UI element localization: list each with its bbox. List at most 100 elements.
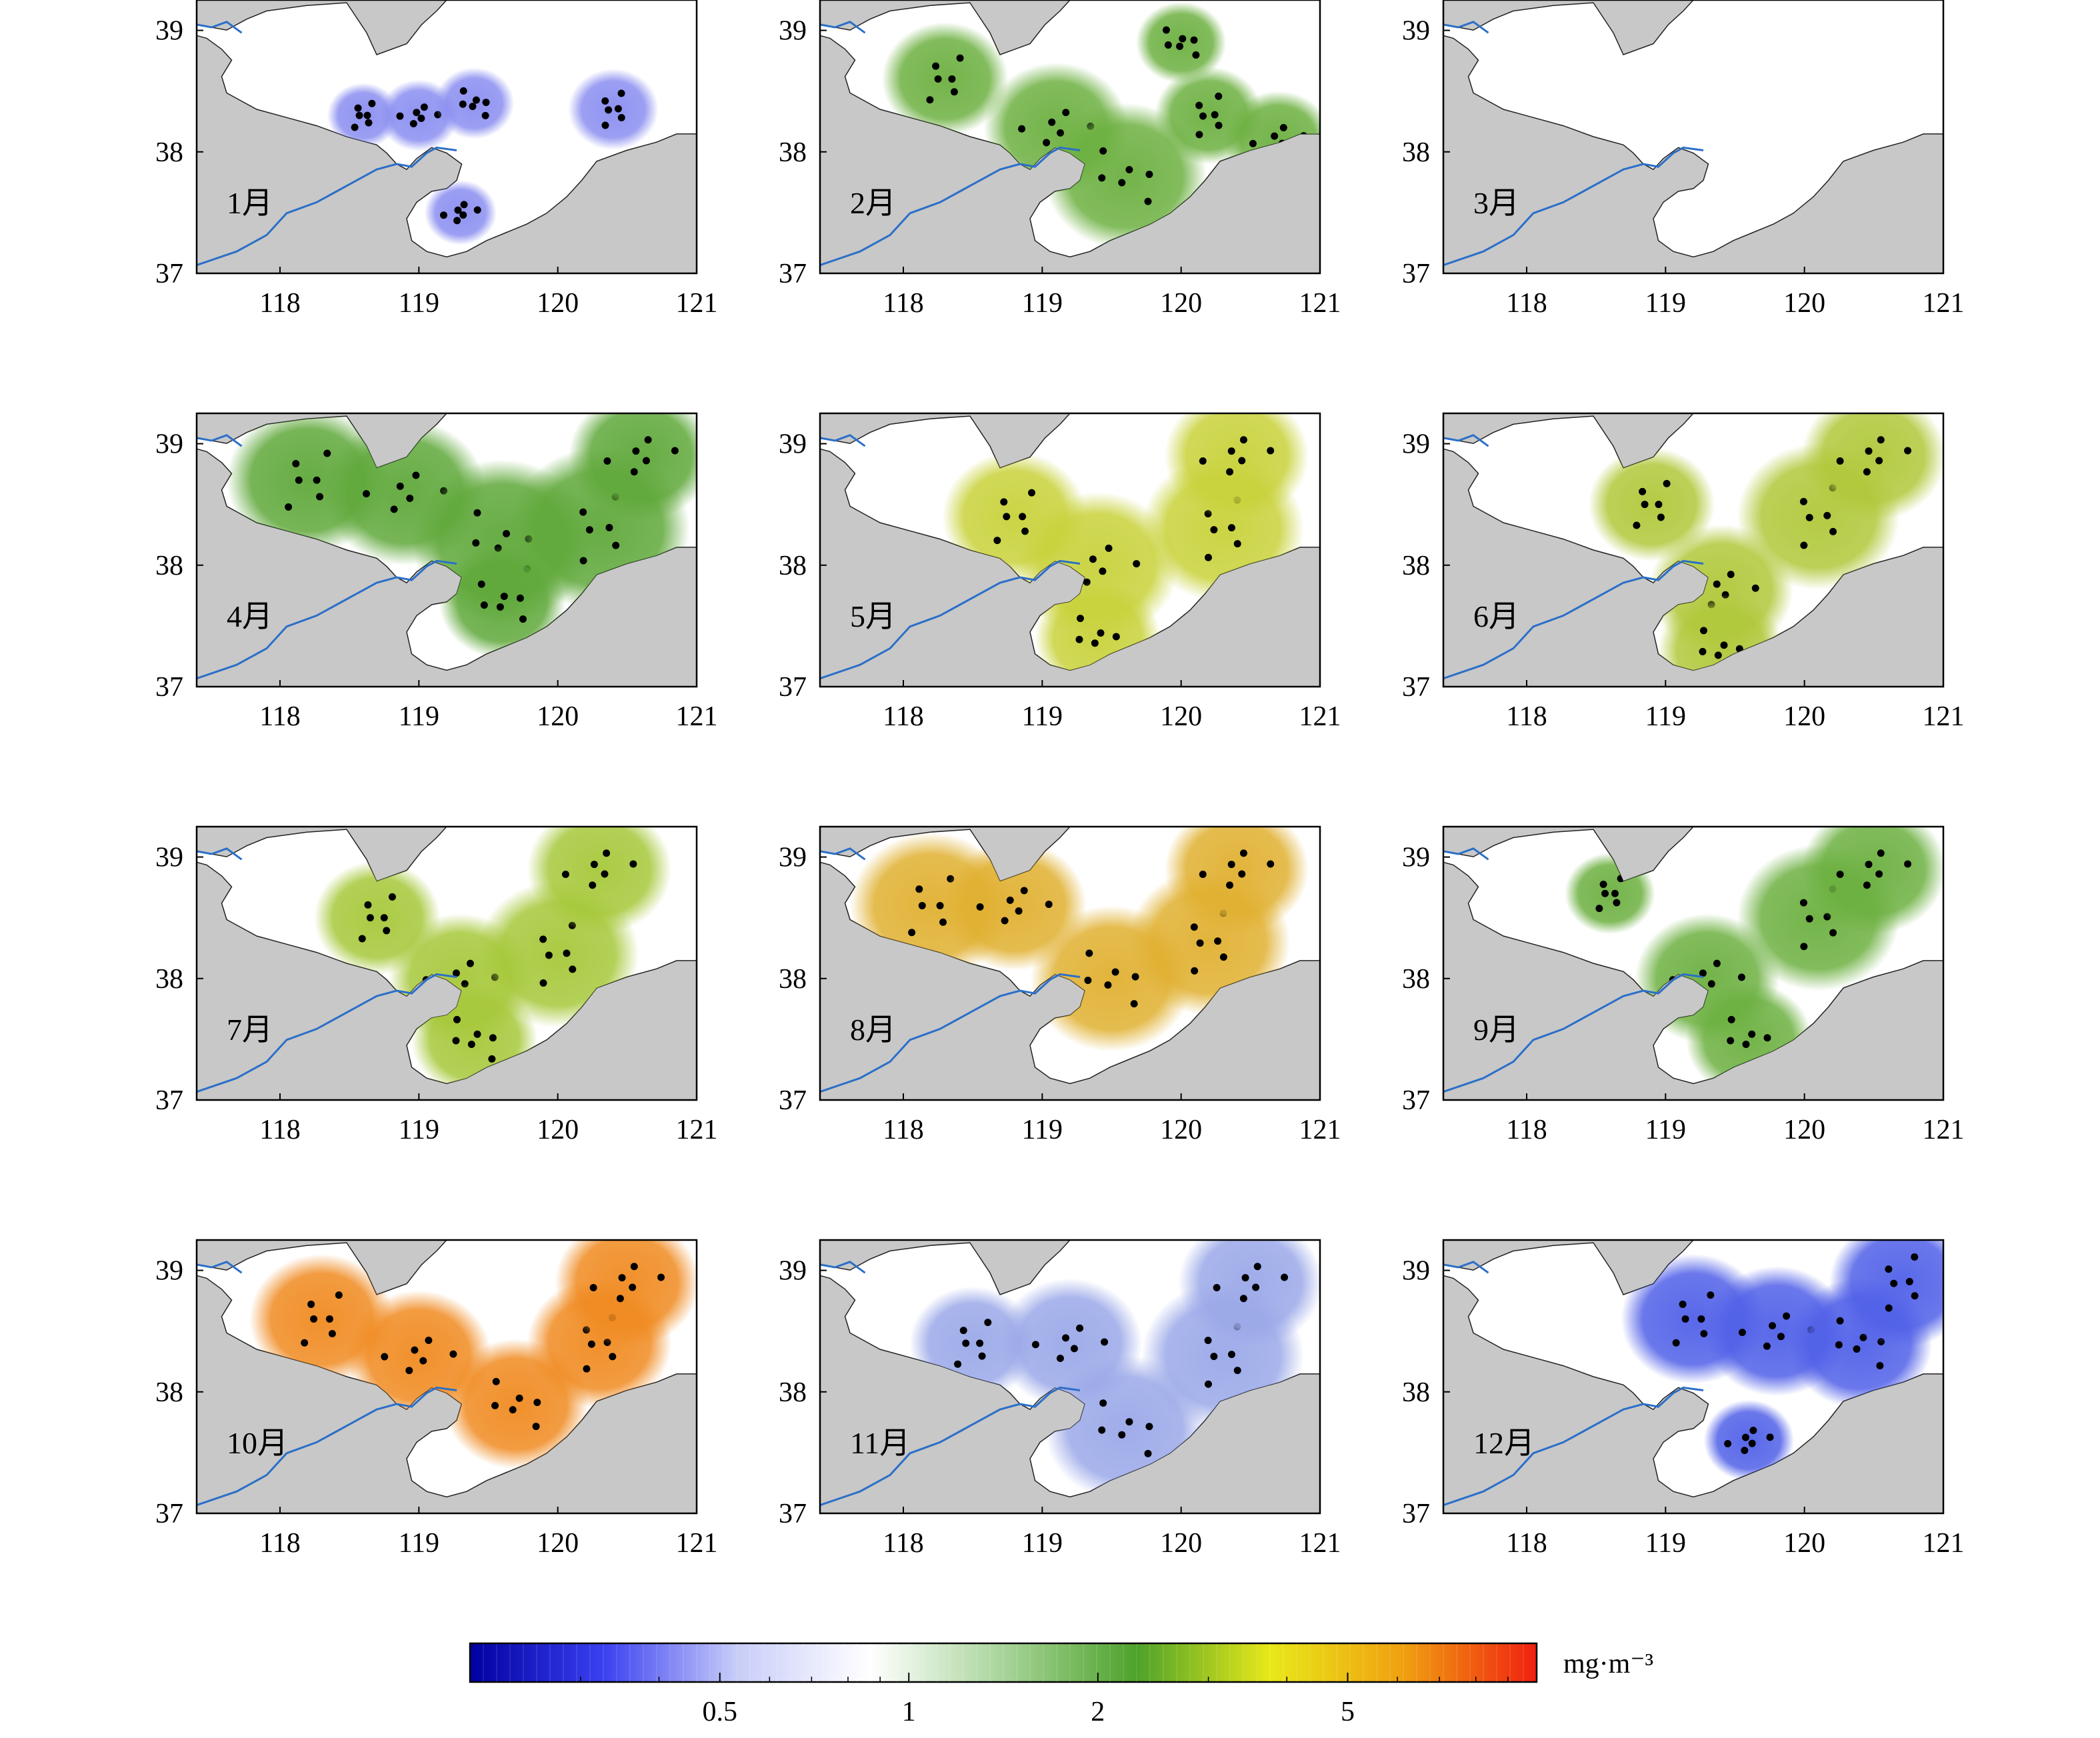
station-dot	[473, 206, 481, 214]
lon-tick-label: 120	[1160, 1528, 1202, 1559]
map-panel: 118 119 120 121 39 38 37 9月	[1402, 825, 1965, 1145]
station-dot	[489, 1034, 497, 1042]
lon-tick-label: 121	[676, 1528, 718, 1559]
station-dot	[1195, 131, 1203, 139]
station-dot	[950, 88, 958, 96]
station-dot	[1227, 447, 1235, 455]
station-dot	[1601, 889, 1609, 897]
map-panel: 118 119 120 121 39 38 37 5月	[779, 412, 1341, 732]
station-dot	[488, 1055, 496, 1063]
lon-tick-label: 120	[1783, 701, 1825, 732]
station-dot	[1836, 871, 1844, 879]
station-dot	[936, 901, 944, 909]
station-dot	[1865, 447, 1873, 455]
lat-tick-label: 38	[1402, 1377, 1430, 1408]
station-dot	[1099, 147, 1107, 155]
station-dot	[932, 62, 940, 70]
map-panel: 118 119 120 121 39 38 37 1月	[155, 0, 718, 319]
station-dot	[473, 1030, 481, 1038]
coverage-blob	[1703, 1399, 1795, 1481]
station-dot	[601, 870, 609, 878]
lon-tick-label: 118	[883, 288, 923, 319]
coverage-blob	[555, 1240, 697, 1348]
station-dot	[1829, 929, 1837, 937]
station-dot	[1663, 479, 1671, 487]
station-dot	[1657, 513, 1665, 521]
station-dot	[1239, 436, 1247, 444]
station-dot	[1006, 896, 1014, 904]
station-dot	[618, 1274, 626, 1282]
river-line	[1443, 973, 1704, 1093]
coverage-blob	[1135, 1, 1227, 83]
station-dot	[915, 885, 923, 893]
station-dot	[1865, 861, 1873, 869]
river-line	[1443, 1386, 1704, 1507]
map-frame	[819, 412, 1321, 688]
river-line	[1443, 434, 1489, 447]
river-line	[196, 21, 243, 34]
lon-tick-label: 121	[1923, 1115, 1965, 1145]
station-dot	[1101, 1338, 1109, 1346]
lat-tick-label: 37	[155, 259, 183, 289]
coverage-blob	[327, 83, 400, 148]
lat-tick-label: 39	[155, 16, 183, 47]
station-dot	[1099, 1399, 1107, 1407]
station-dot	[473, 509, 481, 517]
lat-tick-label: 39	[779, 429, 807, 460]
station-dot	[1823, 511, 1831, 519]
lat-tick-label: 37	[1402, 672, 1430, 703]
station-dot	[1748, 1030, 1756, 1038]
station-dot	[1279, 124, 1287, 132]
lon-tick-label: 118	[883, 1528, 923, 1559]
river-line	[819, 146, 1081, 267]
station-dot	[406, 494, 414, 502]
station-dot	[1210, 526, 1218, 534]
coverage-blob	[568, 69, 659, 150]
station-dot	[1210, 1353, 1218, 1361]
station-dot	[671, 447, 679, 455]
lat-tick-label: 39	[779, 843, 807, 873]
lat-tick-label: 37	[155, 1085, 183, 1116]
station-dot	[1199, 871, 1207, 879]
station-dot	[1699, 647, 1707, 655]
map-panel: 118 119 120 121 39 38 37 4月	[155, 412, 718, 732]
map-frame	[1442, 825, 1945, 1101]
station-dot	[1783, 1312, 1791, 1320]
station-dot	[285, 503, 293, 511]
lon-tick-label: 121	[1299, 288, 1341, 319]
station-dot	[381, 1353, 389, 1361]
station-dot	[328, 1329, 336, 1337]
station-dot	[532, 1423, 540, 1431]
station-dot	[569, 965, 577, 973]
lat-tick-label: 37	[1402, 1085, 1430, 1116]
station-dot	[561, 871, 569, 879]
month-label: 2月	[850, 186, 896, 220]
station-dot	[1219, 953, 1227, 961]
station-dot	[1091, 639, 1099, 647]
lat-tick-label: 37	[155, 672, 183, 703]
station-dot	[1737, 973, 1745, 981]
station-dot	[1048, 118, 1056, 126]
station-dot	[1749, 1427, 1757, 1435]
station-dot	[420, 103, 428, 111]
station-dot	[295, 476, 303, 484]
station-dot	[1214, 937, 1222, 945]
coverage-blob	[1657, 593, 1785, 671]
station-dot	[589, 1284, 597, 1292]
station-dot	[1213, 1284, 1221, 1292]
month-label: 8月	[850, 1013, 896, 1047]
station-dot	[984, 1319, 992, 1327]
station-dot	[1641, 501, 1649, 509]
station-dot	[1836, 457, 1844, 465]
station-dot	[1655, 501, 1663, 509]
station-dot	[481, 111, 489, 119]
station-dot	[1727, 1015, 1735, 1023]
station-dot	[1205, 1380, 1213, 1388]
station-dot	[355, 111, 363, 119]
station-dot	[1805, 915, 1813, 923]
station-dot	[1799, 899, 1807, 907]
station-dot	[1911, 1253, 1919, 1261]
station-dot	[1195, 101, 1203, 109]
station-dot	[1281, 1273, 1289, 1281]
station-dot	[1766, 1433, 1774, 1441]
